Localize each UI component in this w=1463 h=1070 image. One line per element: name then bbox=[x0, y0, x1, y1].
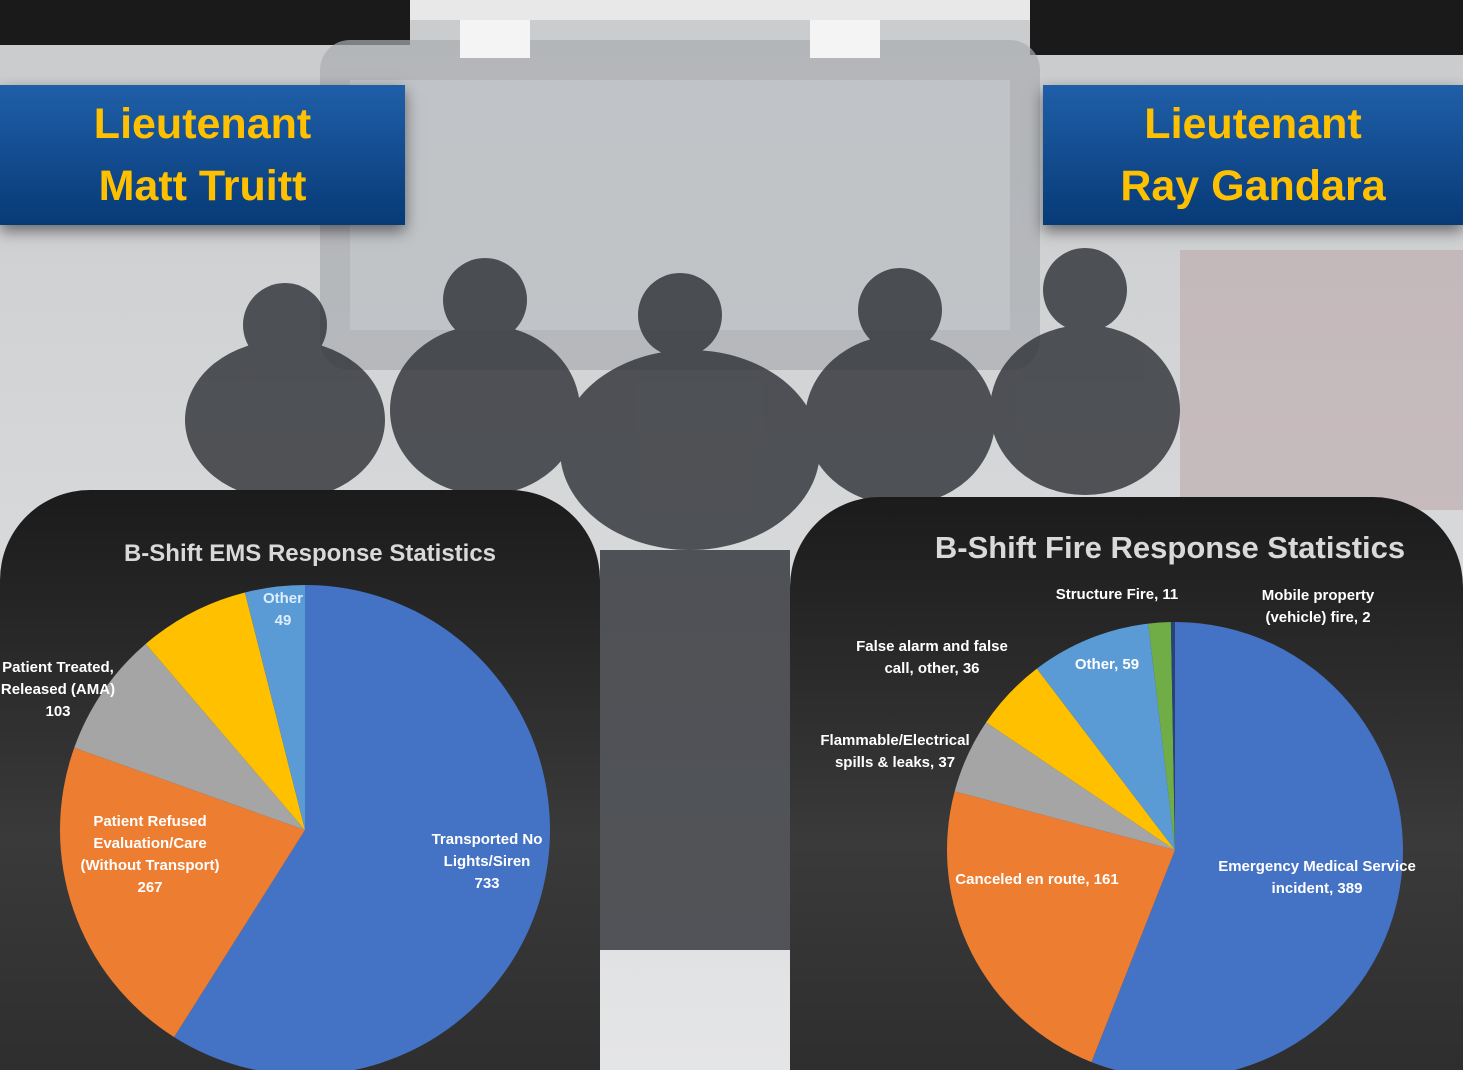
pie-slice bbox=[954, 722, 1175, 850]
banner-rank: Lieutenant bbox=[93, 100, 312, 148]
pie-slice bbox=[145, 592, 305, 830]
label-category: Mobile property (vehicle) fire bbox=[1261, 587, 1375, 626]
label-value: 59 bbox=[1122, 656, 1140, 673]
pie-slice bbox=[1036, 623, 1175, 850]
label-value: 733 bbox=[474, 875, 500, 892]
banner: Lieutenant Matt Truitt bbox=[0, 85, 405, 225]
label-category: Patient Treated, Released (AMA) bbox=[0, 659, 116, 698]
label-value: 103 bbox=[45, 703, 71, 720]
pie-slice bbox=[1091, 622, 1403, 1070]
label-category: Canceled en route bbox=[955, 871, 1086, 888]
label-value: 11 bbox=[1162, 586, 1179, 603]
data-label: Canceled en route, 161 bbox=[955, 871, 1119, 888]
data-label: Patient Treated, Released (AMA) 103 bbox=[0, 657, 123, 723]
data-label: Mobile property (vehicle) fire, 2 bbox=[1261, 587, 1375, 626]
label-category: False alarm and false call, other bbox=[856, 638, 1008, 677]
label-category: Emergency Medical Service incident bbox=[1218, 858, 1416, 897]
data-label: Other 49 bbox=[253, 588, 313, 632]
data-label: False alarm and false call, other, 36 bbox=[856, 638, 1008, 677]
chart-title: B-Shift EMS Response Statistics bbox=[123, 540, 497, 567]
pie-slice bbox=[1170, 622, 1175, 850]
data-label: Structure Fire, 11 bbox=[1055, 586, 1179, 603]
label-category: Transported No Lights/Siren bbox=[431, 831, 543, 870]
chart-title: B-Shift Fire Response Statistics bbox=[934, 530, 1406, 565]
data-label: Emergency Medical Service incident, 389 bbox=[1218, 858, 1416, 897]
pie-slice bbox=[244, 585, 305, 830]
pie-slice bbox=[60, 747, 305, 1038]
label-value: 161 bbox=[1093, 871, 1119, 888]
label-category: Patient Refused Evaluation/Care (Without… bbox=[80, 813, 220, 874]
pie-slice bbox=[946, 791, 1175, 1063]
label-category: Flammable/Electrical spills & leaks bbox=[820, 732, 970, 771]
banner-name: Ray Gandara bbox=[1120, 162, 1386, 210]
label-value: 2 bbox=[1362, 609, 1371, 626]
data-label: Other, 59 bbox=[1074, 656, 1140, 673]
label-category: Cancelled bbox=[167, 637, 239, 654]
data-label: Flammable/Electrical spills & leaks, 37 bbox=[820, 732, 970, 771]
data-label: Cancelled 91 bbox=[163, 635, 243, 679]
label-value: 91 bbox=[194, 659, 212, 676]
label-category: Other bbox=[262, 590, 303, 607]
label-category: Structure Fire bbox=[1055, 586, 1155, 603]
label-value: 267 bbox=[137, 879, 163, 896]
label-value: 49 bbox=[274, 612, 292, 629]
pie-slice bbox=[986, 668, 1175, 850]
pie-slice bbox=[174, 585, 550, 1070]
label-value: 389 bbox=[1337, 880, 1363, 897]
label-value: 37 bbox=[938, 754, 956, 771]
pie-slice bbox=[1148, 622, 1175, 850]
label-value: 36 bbox=[962, 660, 980, 677]
banner-rank: Lieutenant bbox=[1144, 100, 1362, 148]
data-label: Patient Refused Evaluation/Care (Without… bbox=[65, 811, 235, 899]
pie-slice bbox=[74, 643, 306, 830]
data-label: Transported No Lights/Siren 733 bbox=[417, 829, 557, 895]
banner: Lieutenant Ray Gandara bbox=[1043, 85, 1463, 225]
banner-name: Matt Truitt bbox=[98, 162, 307, 210]
label-category: Other bbox=[1074, 656, 1115, 673]
